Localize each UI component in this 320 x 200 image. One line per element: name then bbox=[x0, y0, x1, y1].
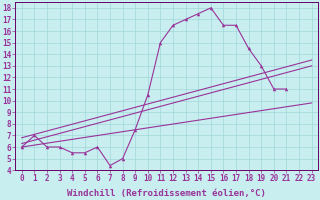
X-axis label: Windchill (Refroidissement éolien,°C): Windchill (Refroidissement éolien,°C) bbox=[67, 189, 266, 198]
